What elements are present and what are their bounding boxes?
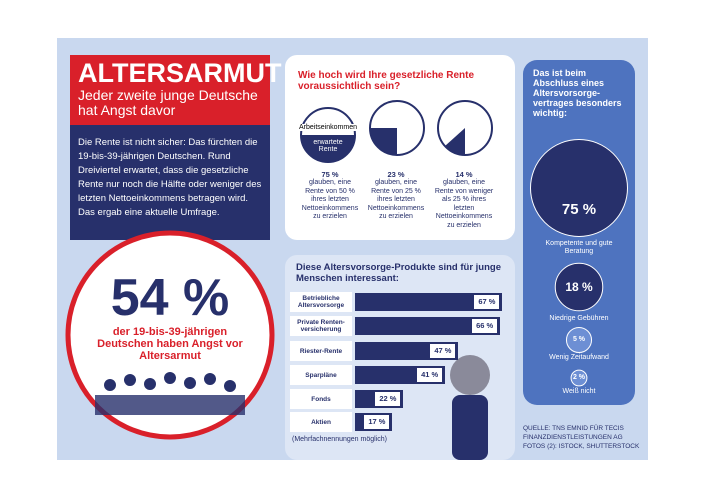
pie-text: glauben, eine Rente von 25 % ihres letzt… xyxy=(367,179,425,220)
value-label: 5 % xyxy=(572,336,586,343)
value-label: 2 % xyxy=(572,374,586,381)
intro-text: Die Rente ist nicht sicher: Das fürchten… xyxy=(78,137,262,218)
pie-share: 23 % xyxy=(387,170,405,179)
pie-text: glauben, eine Rente von weniger als 25 %… xyxy=(434,179,494,229)
source-line: FOTOS (2): ISTOCK, SHUTTERSTOCK xyxy=(523,443,640,450)
category-label: Betriebliche Altersvorsorge xyxy=(290,292,352,312)
bubble xyxy=(565,326,593,354)
pie-legend: erwartete Rente xyxy=(313,139,343,153)
bubble xyxy=(530,139,628,237)
crowd xyxy=(95,372,245,415)
value-label: 75 % xyxy=(561,201,597,218)
category-label: Riester-Rente xyxy=(290,341,352,361)
source-line: QUELLE: TNS EMNID FÜR TECIS FINANZDIENST… xyxy=(523,425,624,441)
category-label: Private Renten-versicherung xyxy=(290,316,352,336)
bubble xyxy=(554,262,604,312)
subtitle: Jeder zweite junge Deutsche hat Angst da… xyxy=(78,87,258,118)
category-label: Weiß nicht xyxy=(562,388,596,395)
category-label: Fonds xyxy=(290,389,352,409)
header-box xyxy=(70,55,270,125)
highlight-circle xyxy=(65,230,275,440)
category-label: Aktien xyxy=(290,412,352,432)
pension-title: Wie hoch wird Ihre gesetzliche Rente vor… xyxy=(298,70,475,92)
source: QUELLE: TNS EMNID FÜR TECIS FINANZDIENST… xyxy=(523,424,653,451)
panel-title: Das ist beim Abschluss eines Altersvorso… xyxy=(533,68,622,118)
title: ALTERSARMUT xyxy=(78,58,282,88)
value-label: 17 % xyxy=(364,415,390,429)
pie-legend: Arbeitseinkommen xyxy=(296,124,360,131)
value-label: 47 % xyxy=(430,344,456,358)
category-label: Kompetente und gute Beratung xyxy=(545,240,613,255)
bar xyxy=(355,293,503,311)
bar xyxy=(355,317,501,335)
bubble xyxy=(570,369,588,387)
bar-title: Diese Altersvorsorge-Produkte sind für j… xyxy=(296,262,501,284)
pie-share: 75 % xyxy=(321,170,339,179)
pie-icons xyxy=(300,100,493,163)
value-label: 18 % xyxy=(565,280,593,294)
category-label: Wenig Zeitaufwand xyxy=(549,354,609,361)
value-label: 22 % xyxy=(375,392,401,406)
pie-share: 14 % xyxy=(455,170,473,179)
pie-text: glauben, eine Rente von 50 % ihres letzt… xyxy=(301,179,359,220)
category-label: Niedrige Gebühren xyxy=(549,315,609,322)
value-label: 41 % xyxy=(417,368,443,382)
senior-figure xyxy=(450,355,490,460)
value-label: 67 % xyxy=(474,295,500,309)
category-label: Sparpläne xyxy=(290,365,352,385)
note: (Mehrfachnennungen möglich) xyxy=(292,436,387,443)
highlight-value: 54 % xyxy=(110,269,230,327)
intro-box xyxy=(70,125,270,240)
value-label: 66 % xyxy=(472,319,498,333)
highlight-text: der 19-bis-39-jährigen Deutschen haben A… xyxy=(97,326,243,362)
